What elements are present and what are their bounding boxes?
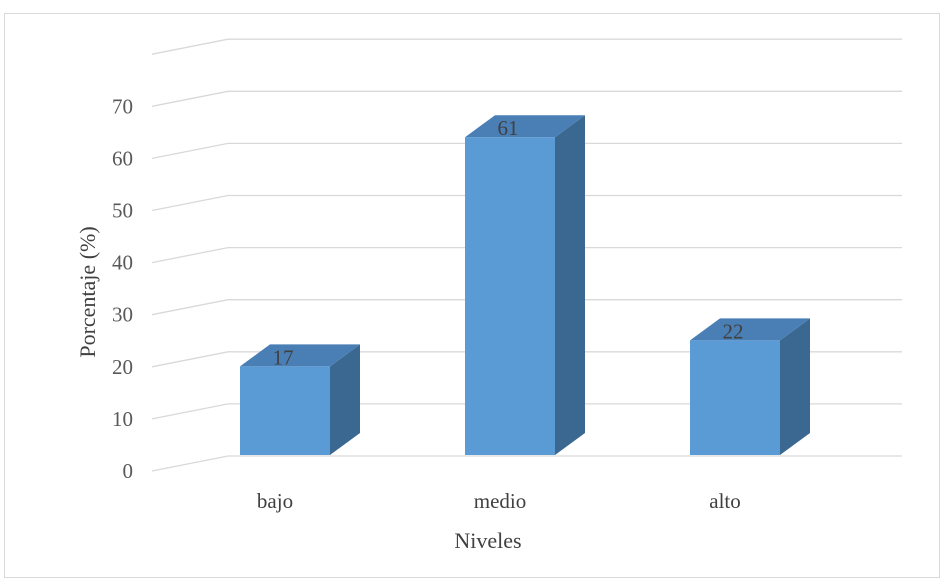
category-label: alto — [709, 489, 741, 513]
y-axis-ticks: 0 10 20 30 40 50 60 70 — [112, 94, 133, 483]
y-tick-label: 20 — [112, 355, 133, 379]
y-tick-label: 70 — [112, 94, 133, 118]
gridline-diagonal — [151, 351, 229, 368]
data-label: 22 — [723, 319, 744, 343]
gridline-diagonal — [151, 455, 229, 472]
bar-top-face — [690, 318, 810, 341]
bar-top-face — [240, 344, 360, 367]
gridline-diagonal — [151, 299, 229, 316]
bar-bajo — [240, 344, 360, 455]
gridline-diagonal — [151, 194, 229, 212]
y-tick-label: 10 — [112, 407, 133, 431]
gridline-diagonal — [151, 142, 229, 160]
bar-side-face — [780, 318, 810, 455]
y-tick-label: 40 — [112, 251, 133, 275]
y-axis-title: Porcentaje (%) — [75, 226, 100, 357]
data-label: 17 — [273, 345, 294, 369]
category-labels: bajo medio alto — [257, 489, 741, 513]
y-tick-label: 60 — [112, 146, 133, 170]
bar-front-face — [465, 137, 555, 455]
gridline-diagonal — [151, 246, 229, 264]
bar-front-face — [690, 340, 780, 455]
bar-front-face — [240, 366, 330, 455]
bars — [240, 115, 810, 455]
data-label: 61 — [498, 116, 519, 140]
category-label: bajo — [257, 489, 293, 513]
bar-alto — [690, 318, 810, 455]
gridline-diagonal — [151, 38, 229, 55]
bar-side-face — [555, 115, 585, 455]
gridline-diagonal — [151, 90, 229, 107]
y-tick-label: 50 — [112, 199, 133, 223]
data-labels: 17 61 22 — [273, 116, 744, 369]
category-label: medio — [474, 489, 527, 513]
x-axis-title: Niveles — [454, 528, 521, 553]
bar-side-face — [330, 344, 360, 455]
gridline-diagonal — [151, 403, 229, 420]
bar-medio — [465, 115, 585, 455]
bar-top-face — [465, 115, 585, 138]
y-tick-label: 30 — [112, 303, 133, 327]
y-tick-label: 0 — [123, 459, 134, 483]
